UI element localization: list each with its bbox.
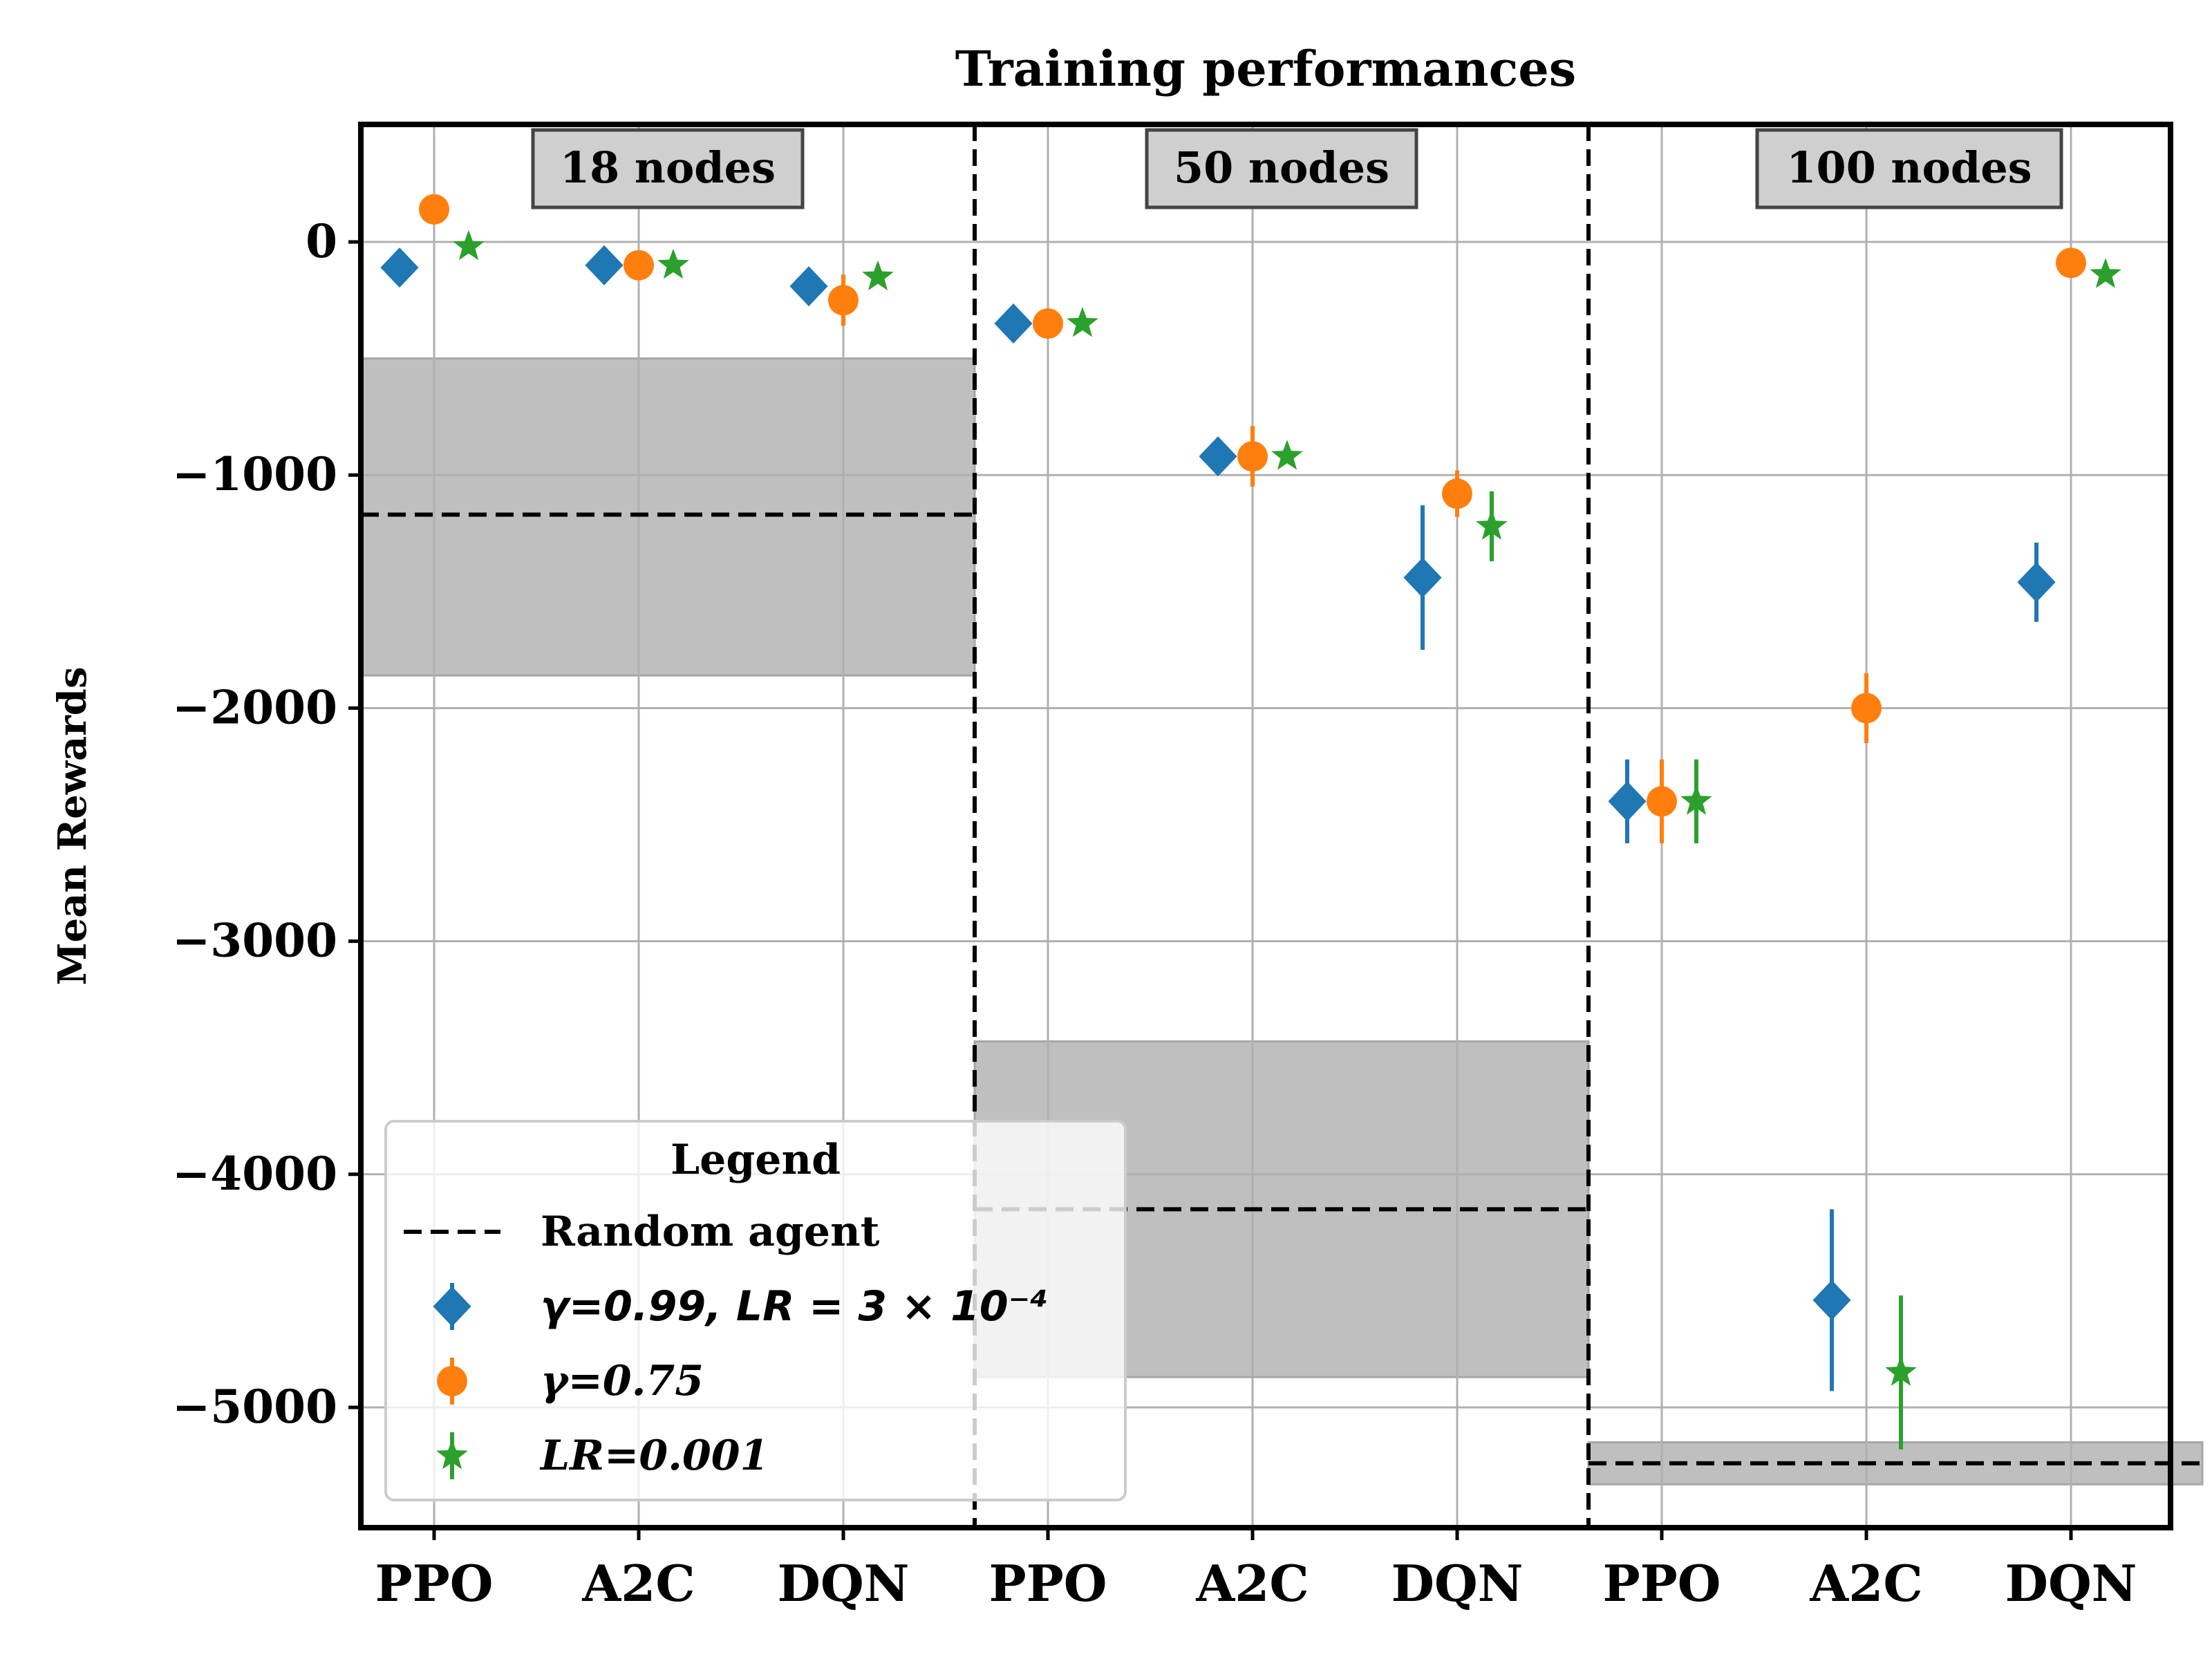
group-dividers <box>973 124 1591 1528</box>
plot-frame <box>358 122 2173 1530</box>
x-tick-label-4: A2C <box>1195 1554 1309 1613</box>
point-s1-5 <box>1403 557 1442 598</box>
group-label-2: 50 nodes <box>1174 142 1389 193</box>
legend-marker-1 <box>433 1286 471 1327</box>
point-s3-5 <box>1476 509 1508 540</box>
legend-label-1: γ=0.99, LR = 3 × 10⁻⁴ <box>541 1282 1049 1331</box>
x-tick-label-2: DQN <box>778 1554 910 1613</box>
point-s1-7 <box>1812 1280 1851 1320</box>
point-s3-7 <box>1885 1356 1917 1386</box>
point-s1-4 <box>1199 436 1237 477</box>
point-s1-6 <box>1608 781 1647 822</box>
point-s3-8 <box>2090 258 2121 288</box>
point-s2-6 <box>1647 786 1677 817</box>
y-tick-label-4: −4000 <box>172 1147 337 1201</box>
random-band-1 <box>359 357 976 677</box>
y-tick-label-0: 0 <box>306 214 337 268</box>
group-label-1: 18 nodes <box>560 142 776 193</box>
point-s1-3 <box>994 303 1033 344</box>
point-s1-1 <box>585 245 624 285</box>
x-tick-label-1: A2C <box>581 1554 695 1613</box>
point-s2-5 <box>1442 478 1472 509</box>
axis-ticks: 0 −1000 −2000 −3000 −4000 −5000 PPO A2C DQN PPO A2… <box>172 214 2137 1613</box>
x-tick-label-3: PPO <box>989 1554 1107 1613</box>
x-tick-label-6: PPO <box>1603 1554 1721 1613</box>
point-s3-3 <box>1067 307 1098 337</box>
x-tick-label-0: PPO <box>375 1554 494 1613</box>
legend-random-label: Random agent <box>541 1208 880 1256</box>
x-tick-label-7: A2C <box>1809 1554 1922 1613</box>
legend-marker-3 <box>436 1439 468 1470</box>
data-points <box>380 194 2121 1450</box>
group-labels: 18 nodes 50 nodes 100 nodes <box>531 128 2063 209</box>
point-s2-4 <box>1237 441 1268 472</box>
point-s3-6 <box>1680 785 1712 815</box>
point-s1-2 <box>789 266 828 307</box>
y-axis-label: Mean Rewards <box>50 667 95 986</box>
point-s2-0 <box>419 194 449 225</box>
group-label-box-1 <box>531 128 805 209</box>
point-s2-2 <box>828 285 859 316</box>
point-s2-1 <box>624 250 654 281</box>
group-label-3: 100 nodes <box>1786 142 2032 193</box>
point-s1-8 <box>2017 562 2056 603</box>
legend-marker-2 <box>437 1366 467 1396</box>
point-s3-2 <box>862 260 894 290</box>
point-s3-0 <box>453 229 485 261</box>
point-s2-8 <box>2056 247 2086 279</box>
point-s1-0 <box>380 247 419 288</box>
x-tick-label-8: DQN <box>2005 1554 2137 1613</box>
y-tick-label-3: −3000 <box>172 914 337 968</box>
point-s2-3 <box>1033 308 1063 339</box>
group-label-box-3 <box>1755 128 2063 209</box>
random-agent-bands <box>359 357 2204 1485</box>
legend-label-2: γ=0.75 <box>541 1357 704 1405</box>
legend-title: Legend <box>671 1136 841 1184</box>
point-s2-7 <box>1851 693 1882 724</box>
chart-title: Training performances <box>955 40 1576 97</box>
group-label-box-2 <box>1145 128 1418 209</box>
legend-box <box>384 1120 1127 1501</box>
legend: Legend Random agent γ=0.99, LR = 3 × 10⁻… <box>384 1120 1127 1501</box>
point-s3-4 <box>1271 440 1303 470</box>
legend-series-entries: γ=0.99, LR = 3 × 10⁻⁴ γ=0.75 LR=0.001 <box>433 1282 1049 1480</box>
y-tick-label-1: −1000 <box>172 447 337 501</box>
random-agent-lines <box>361 512 2202 1465</box>
legend-label-3: LR=0.001 <box>539 1432 769 1480</box>
x-tick-label-5: DQN <box>1391 1554 1524 1613</box>
point-s3-1 <box>657 248 689 279</box>
y-tick-label-2: −2000 <box>172 680 337 734</box>
y-tick-label-5: −5000 <box>172 1380 337 1434</box>
